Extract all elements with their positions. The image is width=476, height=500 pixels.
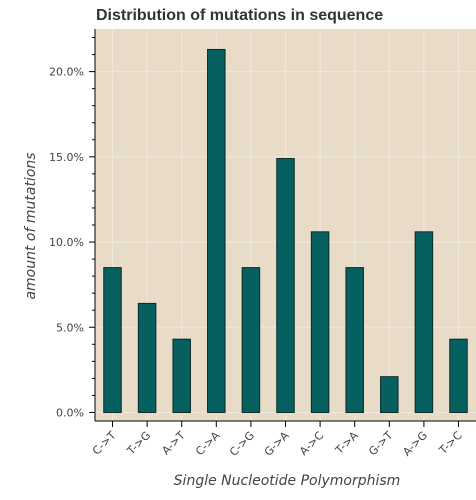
y-tick-label: 0.0% (56, 406, 84, 419)
bar (241, 267, 261, 413)
bar (276, 158, 295, 413)
y-axis-label: amount of mutations (23, 152, 39, 299)
bar (103, 267, 122, 413)
x-tick-label: A->G (400, 429, 430, 459)
bar (345, 267, 364, 413)
x-tick-label: G->T (366, 429, 395, 458)
x-tick-label: T->G (124, 429, 153, 458)
x-tick-label: T->A (332, 429, 361, 458)
bar (380, 376, 399, 413)
x-tick-label: C->G (227, 429, 257, 459)
bar (172, 338, 191, 413)
y-tick-label: 20.0% (49, 66, 84, 79)
bar (310, 231, 330, 413)
y-tick-label: 10.0% (49, 236, 84, 249)
y-tick-label: 5.0% (56, 321, 84, 334)
y-tick-label: 15.0% (49, 151, 84, 164)
bar (414, 231, 434, 413)
bar (449, 338, 468, 413)
x-tick-label: T->C (436, 429, 465, 458)
x-axis-label: Single Nucleotide Polymorphism (174, 473, 401, 489)
x-tick-label: A->T (159, 429, 188, 458)
bars (103, 48, 468, 413)
x-tick-label: C->A (193, 429, 223, 459)
bar (137, 302, 157, 413)
bar (207, 48, 226, 413)
y-axis-ticks: 0.0% 5.0% 10.0% 15.0% 20.0% (49, 37, 95, 419)
x-axis-ticks: C->T T->G A->T C->A C->G G->A A->C T->A G->T A->G… (90, 421, 465, 459)
x-tick-label: G->A (262, 429, 292, 459)
x-tick-label: C->T (90, 429, 119, 458)
x-tick-label: A->C (297, 429, 326, 458)
chart-title: Distribution of mutations in sequence (96, 7, 383, 24)
